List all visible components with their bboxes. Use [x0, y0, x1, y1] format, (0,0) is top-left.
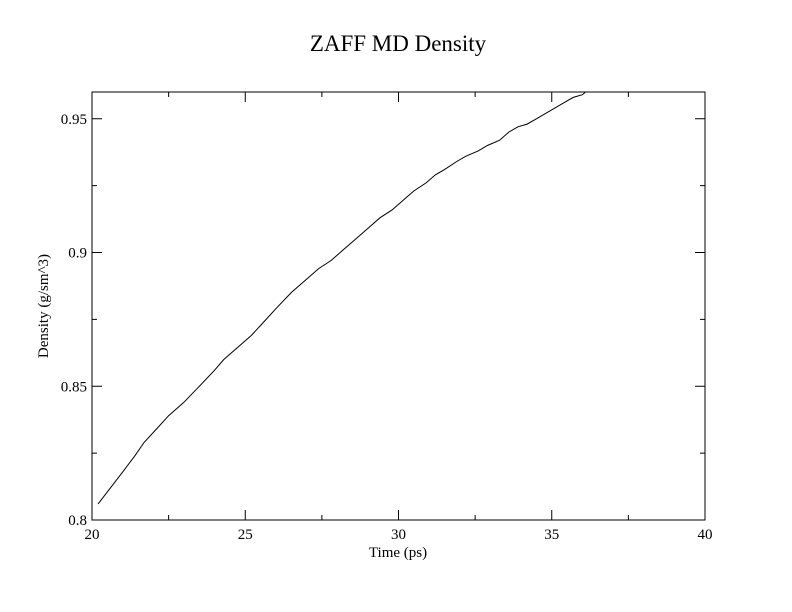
x-tick-label: 20 — [85, 527, 100, 543]
y-tick-label: 0.95 — [61, 112, 87, 128]
series-line-density — [97, 91, 586, 505]
x-tick-label: 25 — [238, 527, 253, 543]
x-tick-label: 30 — [391, 527, 406, 543]
plot-frame — [91, 91, 706, 521]
x-tick-labels: 20 25 30 35 40 — [85, 527, 713, 543]
y-tick-label: 0.8 — [68, 513, 87, 529]
y-tick-label: 0.85 — [61, 379, 87, 395]
axis-ticks — [91, 92, 706, 521]
y-axis-label: Density (g/sm^3) — [36, 254, 52, 358]
x-axis-label: Time (ps) — [369, 545, 427, 561]
x-tick-label: 40 — [698, 527, 713, 543]
x-tick-label: 35 — [544, 527, 559, 543]
y-tick-label: 0.9 — [68, 246, 87, 262]
y-tick-labels: 0.8 0.85 0.9 0.95 — [61, 112, 87, 529]
chart-title: ZAFF MD Density — [310, 31, 487, 56]
